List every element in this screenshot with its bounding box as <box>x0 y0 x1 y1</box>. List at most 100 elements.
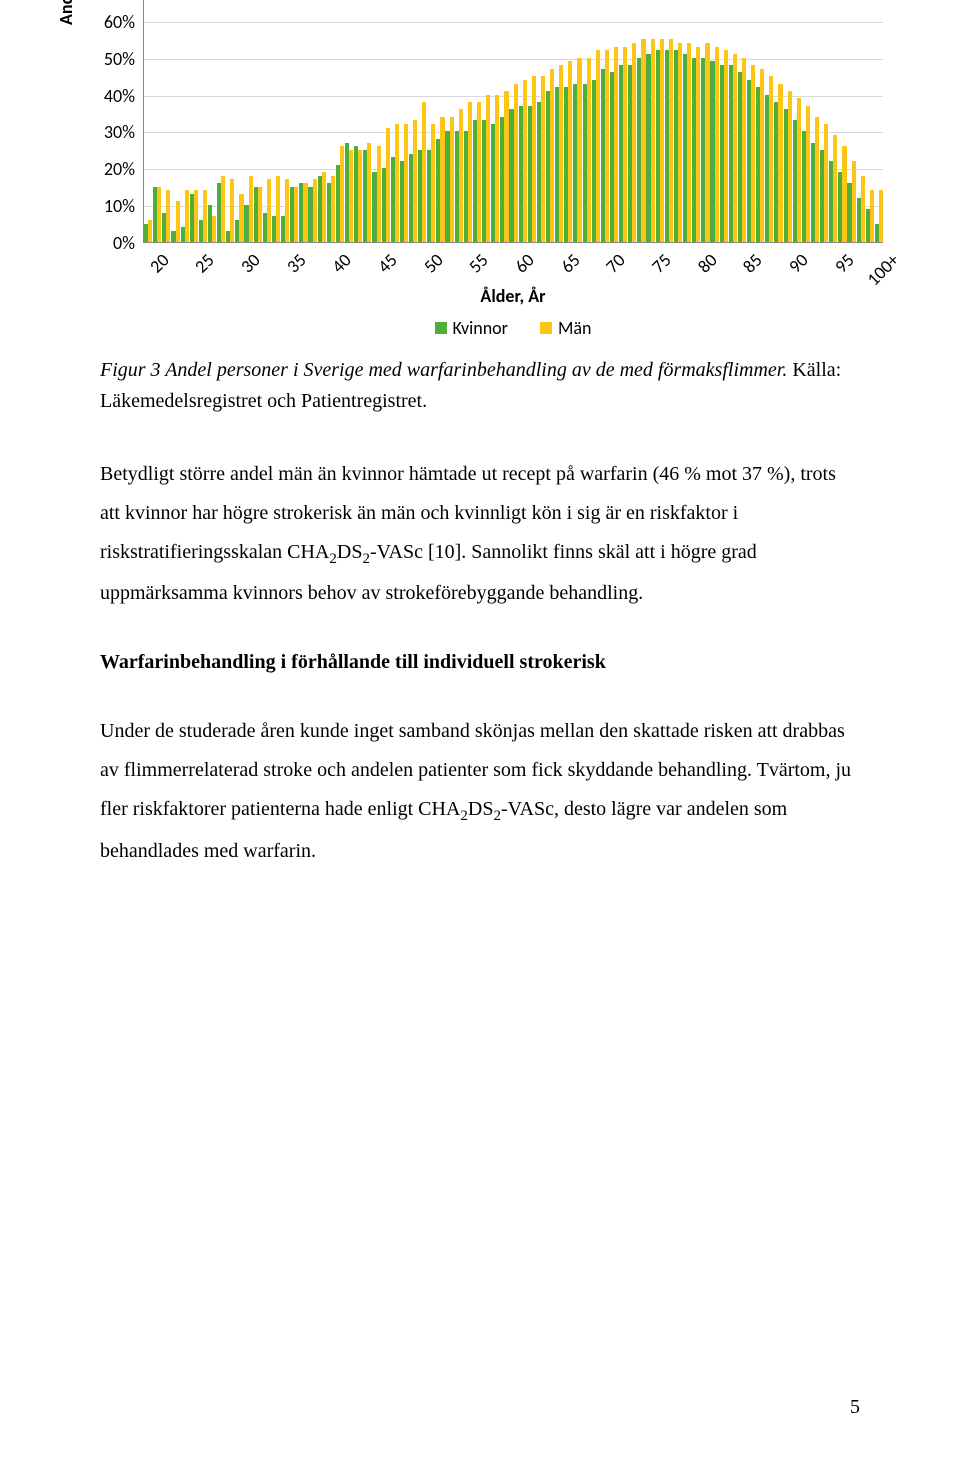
bar-man <box>367 143 371 243</box>
bar-man <box>249 176 253 242</box>
bar-man <box>495 95 499 242</box>
bar-man <box>614 47 618 242</box>
figure-text: Andel personer i Sverige med warfarinbeh… <box>161 359 793 381</box>
figure-label: Figur 3 <box>100 359 161 381</box>
legend-swatch-man <box>540 322 552 334</box>
bar-man <box>696 47 700 242</box>
y-axis-title: Andel med warfarin <box>55 0 77 25</box>
chart-plot-area <box>143 0 883 243</box>
bar-man <box>760 69 764 242</box>
bar-man <box>422 102 426 242</box>
source-text: Läkemedelsregistret och Patientregistret… <box>100 390 427 412</box>
bar-man <box>559 65 563 242</box>
bar-man <box>514 84 518 242</box>
bar-man <box>587 58 591 242</box>
legend-label-kvinnor: Kvinnor <box>453 317 508 339</box>
bar-man <box>450 117 454 242</box>
bar-man <box>687 43 691 242</box>
bar-man <box>641 39 645 242</box>
legend-item-man: Män <box>540 317 591 339</box>
bar-man <box>459 109 463 242</box>
bar-man <box>742 58 746 242</box>
bar-man <box>550 69 554 242</box>
bar-man <box>185 190 189 242</box>
sub-2: 2 <box>460 808 468 824</box>
bar-man <box>331 176 335 242</box>
bar-man <box>523 80 527 242</box>
bar-man <box>258 187 262 242</box>
bar-man <box>596 50 600 242</box>
x-axis-ticks: 20253035404550556065707580859095100+ <box>143 245 883 285</box>
bar-man <box>870 190 874 242</box>
bar-man <box>724 50 728 242</box>
sub-2: 2 <box>362 551 370 567</box>
bar-man <box>358 150 362 242</box>
p1-part-b: DS <box>337 541 363 563</box>
bar-man <box>769 76 773 242</box>
bar-man <box>386 128 390 242</box>
bar-man <box>632 43 636 242</box>
bar-man <box>313 179 317 242</box>
sub-2: 2 <box>329 551 337 567</box>
bar-man <box>651 39 655 242</box>
bar-man <box>212 216 216 242</box>
y-tick-label: 40% <box>87 87 135 105</box>
bar-man <box>715 47 719 242</box>
bar-man <box>203 190 207 242</box>
bar-man <box>148 220 152 242</box>
bar-man <box>824 124 828 242</box>
bar-man <box>395 124 399 242</box>
paragraph-1: Betydligt större andel män än kvinnor hä… <box>100 455 860 613</box>
bar-man <box>532 76 536 242</box>
p2-part-b: DS <box>468 798 494 820</box>
bar-man <box>861 176 865 242</box>
bar-man <box>477 102 481 242</box>
figure-caption: Figur 3 Andel personer i Sverige med war… <box>100 355 860 417</box>
paragraph-2: Under de studerade åren kunde inget samb… <box>100 712 860 870</box>
chart-bars <box>144 0 883 242</box>
y-tick-label: 20% <box>87 160 135 178</box>
bar-man <box>440 117 444 242</box>
bar-man <box>705 43 709 242</box>
bar-man <box>660 39 664 242</box>
bar-man <box>788 91 792 242</box>
chart-legend: Kvinnor Män <box>143 317 883 339</box>
bar-man <box>285 179 289 242</box>
legend-label-man: Män <box>558 317 591 339</box>
bar-man <box>276 176 280 242</box>
bar-man <box>605 50 609 242</box>
bar-man <box>267 179 271 242</box>
bar-man <box>468 102 472 242</box>
bar-man <box>294 187 298 242</box>
bar-man <box>157 187 161 242</box>
bar-man <box>166 190 170 242</box>
bar-man <box>194 190 198 242</box>
bar-man <box>404 124 408 242</box>
bar-man <box>852 161 856 242</box>
page-number: 5 <box>850 1396 860 1419</box>
bar-man <box>879 190 883 242</box>
bar-man <box>413 120 417 242</box>
bar-man <box>669 39 673 242</box>
legend-swatch-kvinnor <box>435 322 447 334</box>
source-label: Källa: <box>792 359 841 381</box>
warfarin-chart: Andel med warfarin 70%60%50%40%30%20%10%… <box>65 0 895 335</box>
bar-man <box>303 183 307 242</box>
bar-man <box>568 61 572 242</box>
y-tick-label: 0% <box>87 234 135 252</box>
bar-man <box>806 106 810 242</box>
bar-man <box>340 146 344 242</box>
y-tick-label: 30% <box>87 123 135 141</box>
bar-man <box>486 95 490 242</box>
bar-man <box>815 117 819 242</box>
bar-man <box>230 179 234 242</box>
bar-man <box>349 150 353 242</box>
bar-man <box>778 84 782 242</box>
bar-man <box>377 146 381 242</box>
bar-man <box>577 58 581 242</box>
bar-man <box>322 172 326 242</box>
y-tick-label: 10% <box>87 197 135 215</box>
bar-man <box>221 176 225 242</box>
y-tick-label: 50% <box>87 50 135 68</box>
bar-man <box>239 194 243 242</box>
